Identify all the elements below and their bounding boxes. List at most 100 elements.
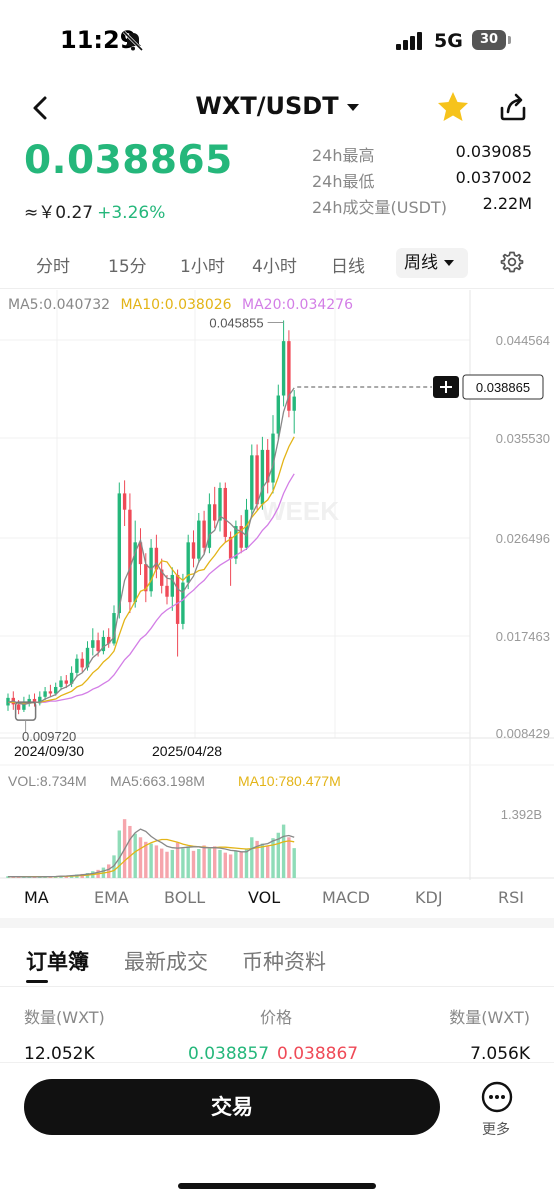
y-tick-label: 0.008429 xyxy=(496,726,550,741)
volume-bar xyxy=(276,832,280,878)
candle xyxy=(266,449,270,483)
tab-indicator-ma[interactable]: MA xyxy=(24,888,49,907)
chart-watermark: WEEK xyxy=(261,496,339,526)
network-label: 5G xyxy=(434,30,463,52)
y-axis-labels: 0.044564 0.035530 0.026496 0.017463 0.008429 xyxy=(496,333,550,741)
candle xyxy=(234,526,238,559)
volume-bar xyxy=(250,837,254,878)
stat-row-low: 24h最低 0.037002 xyxy=(312,168,532,194)
stat-label: 24h最高 xyxy=(312,146,375,165)
candle xyxy=(122,493,127,510)
signal-icon xyxy=(396,32,422,50)
tab-interval-weekly[interactable]: 周线 xyxy=(396,248,468,278)
more-label[interactable]: 更多 xyxy=(482,1122,510,1138)
tab-interval-1d[interactable]: 日线 xyxy=(331,257,365,277)
trade-button[interactable]: 交易 xyxy=(24,1079,440,1135)
battery-nub xyxy=(508,36,511,44)
tab-orderbook[interactable]: 订单簿 xyxy=(26,950,89,974)
candle xyxy=(191,542,196,559)
status-bar: 11:29 5G 30 xyxy=(0,0,554,80)
volume-bar xyxy=(197,849,201,878)
back-icon[interactable] xyxy=(28,94,52,122)
candle xyxy=(144,564,148,592)
tab-indicator-vol[interactable]: VOL xyxy=(248,888,281,907)
candle xyxy=(292,396,296,411)
nav-bar: WXT/USDT xyxy=(0,82,554,134)
volume-bar xyxy=(287,837,291,878)
section-separator xyxy=(0,918,554,928)
change-percent: +3.26% xyxy=(97,203,166,223)
share-icon[interactable] xyxy=(496,90,530,124)
tab-interval-timeline[interactable]: 分时 xyxy=(36,257,70,277)
vol-ma10-legend: MA10:780.477M xyxy=(238,773,341,789)
cny-line: ≈￥0.27 +3.26% xyxy=(24,198,165,223)
volume-bar xyxy=(149,843,153,878)
volume-bar xyxy=(271,838,275,878)
volume-bar xyxy=(223,852,227,878)
candle xyxy=(64,680,68,684)
bottom-bar: 交易 更多 xyxy=(0,1062,554,1200)
orderbook-head-qty-right: 数量(WXT) xyxy=(449,1008,530,1027)
orderbook-head-price: 价格 xyxy=(260,1008,293,1027)
tab-indicator-rsi[interactable]: RSI xyxy=(498,888,524,907)
chart-markers: 0.045855 0.009720 0.038865 xyxy=(14,315,544,744)
current-price-label: 0.038865 xyxy=(476,380,530,395)
ask-price[interactable]: 0.038867 xyxy=(277,1044,359,1064)
x-tick-label: 2025/04/28 xyxy=(152,743,222,759)
candle xyxy=(186,542,190,583)
tab-latest-trades[interactable]: 最新成交 xyxy=(124,950,208,974)
volume-bar xyxy=(234,850,238,878)
candle xyxy=(96,640,100,652)
candle xyxy=(244,509,249,548)
gear-icon[interactable] xyxy=(500,250,524,274)
volume-bar xyxy=(191,850,196,878)
interval-tabs: 分时 15分 1小时 4小时 日线 周线 xyxy=(0,248,554,280)
star-icon[interactable] xyxy=(436,90,470,124)
kline-chart[interactable]: WEEK 0.0445640.0355300.0264960.0174630.0… xyxy=(0,290,554,880)
candle xyxy=(276,395,280,434)
divider xyxy=(0,986,554,987)
tab-indicator-boll[interactable]: BOLL xyxy=(164,888,206,907)
volume-bar xyxy=(181,848,185,878)
volume-panel: VOL:8.734M MA5:663.198M MA10:780.477M 1.392… xyxy=(6,773,542,878)
more-icon[interactable] xyxy=(481,1081,513,1113)
ma20-line xyxy=(8,473,295,703)
volume-bar xyxy=(228,854,233,878)
volume-bar xyxy=(244,849,249,878)
volume-bar xyxy=(22,877,26,878)
tab-interval-15m[interactable]: 15分 xyxy=(108,257,147,277)
candle xyxy=(260,449,265,505)
tab-interval-1h[interactable]: 1小时 xyxy=(180,257,225,277)
volume-bar xyxy=(112,855,116,878)
candle xyxy=(255,455,259,505)
candle xyxy=(181,582,185,624)
volume-bar xyxy=(160,848,164,878)
active-tab-underline xyxy=(26,980,48,983)
ma20-legend: MA20:0.034276 xyxy=(242,297,353,313)
candle xyxy=(197,520,201,559)
pair-selector[interactable]: WXT/USDT xyxy=(0,92,554,120)
tab-interval-4h[interactable]: 4小时 xyxy=(252,257,297,277)
vol-ma5-legend: MA5:663.198M xyxy=(110,773,205,789)
candle xyxy=(91,640,95,648)
tab-indicator-kdj[interactable]: KDJ xyxy=(415,888,443,907)
candle xyxy=(16,704,21,710)
ma5-legend: MA5:0.040732 xyxy=(8,297,111,313)
candle xyxy=(43,691,47,697)
chevron-down-icon xyxy=(444,260,454,266)
volume-bar xyxy=(239,851,243,878)
tab-coin-info[interactable]: 币种资料 xyxy=(242,950,326,974)
indicator-tabs: MA EMA BOLL VOL MACD KDJ RSI xyxy=(0,882,554,916)
volume-bar xyxy=(165,851,169,878)
volume-bar xyxy=(266,846,270,878)
y-tick-label: 0.017463 xyxy=(496,629,550,644)
bid-price[interactable]: 0.038857 xyxy=(188,1044,270,1064)
candle xyxy=(287,341,291,411)
x-axis-labels: 2024/09/30 2025/04/28 xyxy=(14,743,222,759)
candle xyxy=(85,647,90,668)
tab-indicator-macd[interactable]: MACD xyxy=(322,888,370,907)
candle xyxy=(133,542,137,603)
ma5-line xyxy=(7,387,295,706)
vol-max-label: 1.392B xyxy=(501,807,542,822)
tab-indicator-ema[interactable]: EMA xyxy=(94,888,129,907)
